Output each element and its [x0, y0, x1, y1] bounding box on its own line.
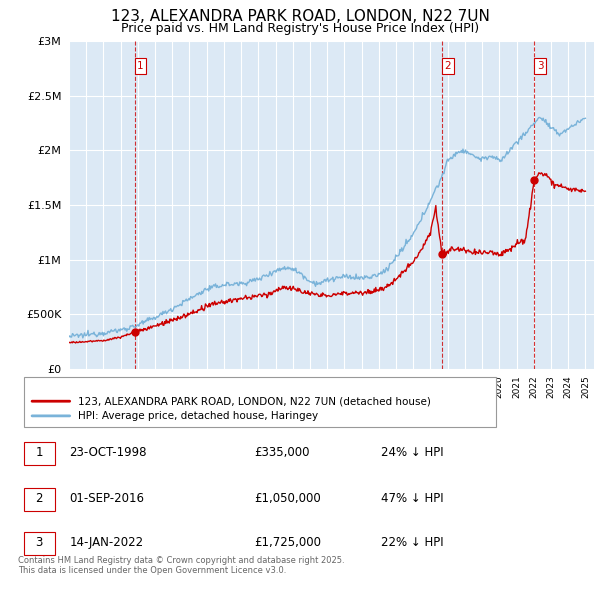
Text: 2: 2	[445, 61, 451, 71]
Text: 123, ALEXANDRA PARK ROAD, LONDON, N22 7UN (detached house): 123, ALEXANDRA PARK ROAD, LONDON, N22 7U…	[78, 396, 431, 406]
Text: 01-SEP-2016: 01-SEP-2016	[70, 492, 145, 505]
Text: £1,725,000: £1,725,000	[254, 536, 321, 549]
Text: £335,000: £335,000	[254, 446, 310, 459]
FancyBboxPatch shape	[23, 488, 55, 511]
Text: 47% ↓ HPI: 47% ↓ HPI	[380, 492, 443, 505]
Text: 3: 3	[35, 536, 43, 549]
Text: HPI: Average price, detached house, Haringey: HPI: Average price, detached house, Hari…	[78, 411, 319, 421]
Text: Price paid vs. HM Land Registry's House Price Index (HPI): Price paid vs. HM Land Registry's House …	[121, 22, 479, 35]
Text: 2: 2	[35, 492, 43, 505]
Text: 1: 1	[35, 446, 43, 459]
Text: 24% ↓ HPI: 24% ↓ HPI	[380, 446, 443, 459]
FancyBboxPatch shape	[23, 532, 55, 555]
Text: 22% ↓ HPI: 22% ↓ HPI	[380, 536, 443, 549]
Text: 1: 1	[137, 61, 144, 71]
Text: 123, ALEXANDRA PARK ROAD, LONDON, N22 7UN: 123, ALEXANDRA PARK ROAD, LONDON, N22 7U…	[110, 9, 490, 24]
Text: 14-JAN-2022: 14-JAN-2022	[70, 536, 144, 549]
Text: 23-OCT-1998: 23-OCT-1998	[70, 446, 147, 459]
Text: Contains HM Land Registry data © Crown copyright and database right 2025.
This d: Contains HM Land Registry data © Crown c…	[18, 556, 344, 575]
Text: £1,050,000: £1,050,000	[254, 492, 320, 505]
Text: 3: 3	[537, 61, 544, 71]
FancyBboxPatch shape	[23, 442, 55, 465]
FancyBboxPatch shape	[23, 377, 496, 427]
